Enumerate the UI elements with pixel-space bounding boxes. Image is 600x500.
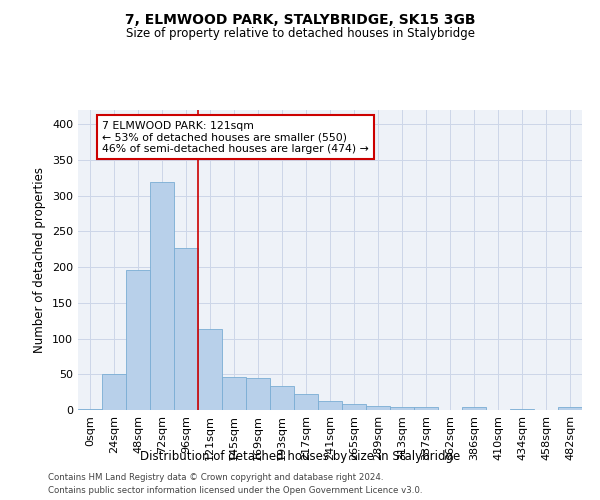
Bar bbox=[390, 407, 414, 410]
Bar bbox=[342, 404, 366, 410]
Bar bbox=[78, 408, 102, 410]
Bar bbox=[318, 400, 342, 410]
Bar bbox=[414, 407, 438, 410]
Bar bbox=[462, 407, 486, 410]
Bar bbox=[294, 394, 318, 410]
Text: Distribution of detached houses by size in Stalybridge: Distribution of detached houses by size … bbox=[140, 450, 460, 463]
Text: Contains HM Land Registry data © Crown copyright and database right 2024.: Contains HM Land Registry data © Crown c… bbox=[48, 474, 383, 482]
Y-axis label: Number of detached properties: Number of detached properties bbox=[34, 167, 46, 353]
Text: 7 ELMWOOD PARK: 121sqm
← 53% of detached houses are smaller (550)
46% of semi-de: 7 ELMWOOD PARK: 121sqm ← 53% of detached… bbox=[102, 120, 369, 154]
Bar bbox=[366, 406, 390, 410]
Text: Contains public sector information licensed under the Open Government Licence v3: Contains public sector information licen… bbox=[48, 486, 422, 495]
Bar bbox=[126, 270, 150, 410]
Bar bbox=[102, 374, 126, 410]
Bar bbox=[270, 386, 294, 410]
Bar bbox=[150, 182, 174, 410]
Bar bbox=[246, 378, 270, 410]
Text: Size of property relative to detached houses in Stalybridge: Size of property relative to detached ho… bbox=[125, 28, 475, 40]
Bar bbox=[558, 407, 582, 410]
Text: 7, ELMWOOD PARK, STALYBRIDGE, SK15 3GB: 7, ELMWOOD PARK, STALYBRIDGE, SK15 3GB bbox=[125, 12, 475, 26]
Bar bbox=[198, 328, 222, 410]
Bar bbox=[222, 377, 246, 410]
Bar bbox=[174, 248, 198, 410]
